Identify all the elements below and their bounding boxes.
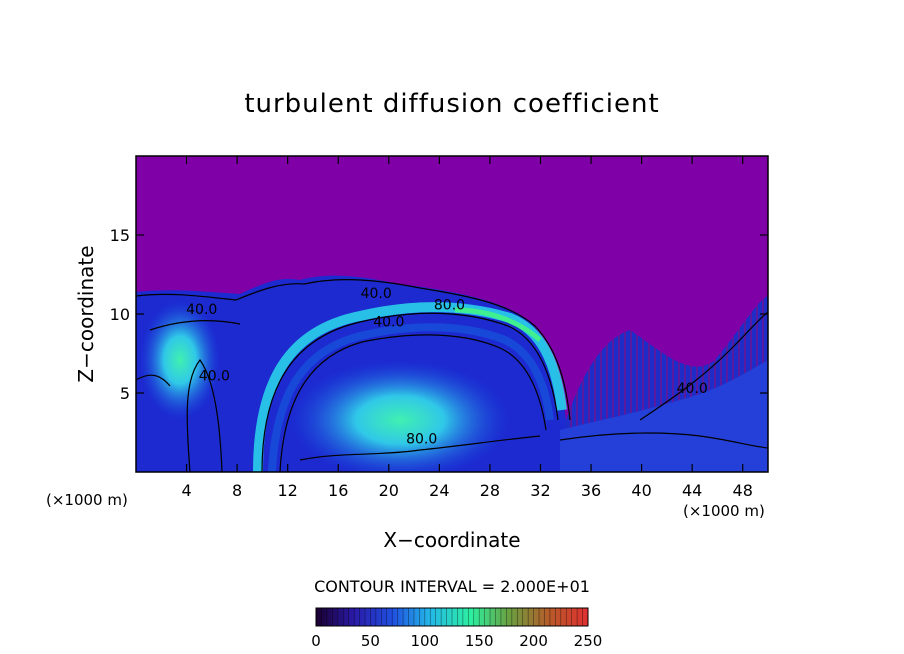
x-axis-label: X−coordinate xyxy=(383,528,520,552)
colorbar-bands xyxy=(315,608,589,626)
contour-line xyxy=(136,374,171,387)
y-axis: 5 10 15 xyxy=(110,226,768,403)
chart-title: turbulent diffusion coefficient xyxy=(244,89,659,119)
contour-label: 40.0 xyxy=(373,315,404,331)
contour-label: 40.0 xyxy=(361,286,392,302)
core-high-field xyxy=(290,360,510,472)
arc-band-green xyxy=(454,307,542,342)
contour-label: 80.0 xyxy=(434,297,465,313)
y-axis-label: Z−coordinate xyxy=(74,245,98,382)
x-tick-label: 36 xyxy=(581,481,601,500)
contour-label: 80.0 xyxy=(406,432,437,448)
contour-line xyxy=(136,279,571,421)
plot-area: 40.0 40.0 40.0 80.0 40.0 80.0 40.0 xyxy=(136,156,768,472)
colorbar-tick-label: 100 xyxy=(410,632,439,650)
contour-line xyxy=(149,320,241,331)
colorbar-tick-label: 200 xyxy=(519,632,548,650)
x-unit-right: (×1000 m) xyxy=(683,502,765,520)
contour-labels: 40.0 40.0 40.0 80.0 40.0 80.0 40.0 xyxy=(186,286,708,447)
arc-band-outer xyxy=(253,302,567,472)
x-tick-label: 24 xyxy=(429,481,449,500)
y-tick-label: 10 xyxy=(110,305,130,324)
colorbar-tick-label: 0 xyxy=(311,632,321,650)
contour-line xyxy=(279,334,547,472)
arc-band-inner xyxy=(268,323,554,472)
colorbar-ticks: 0 50 100 150 200 250 xyxy=(311,632,602,650)
x-tick-label: 16 xyxy=(328,481,348,500)
colorbar-tick-label: 150 xyxy=(465,632,494,650)
contour-line xyxy=(639,311,768,421)
right-low-field xyxy=(560,360,768,472)
x-tick-label: 8 xyxy=(232,481,242,500)
x-tick-label: 12 xyxy=(278,481,298,500)
contour-line xyxy=(299,435,541,461)
left-high-field xyxy=(140,300,220,420)
x-unit-left: (×1000 m) xyxy=(46,491,128,509)
contour-interval: CONTOUR INTERVAL = 2.000E+01 xyxy=(314,577,590,596)
x-tick-label: 40 xyxy=(631,481,651,500)
contour-label: 40.0 xyxy=(677,381,708,397)
x-tick-label: 44 xyxy=(682,481,702,500)
y-tick-label: 5 xyxy=(120,384,130,403)
contour-line xyxy=(261,312,559,472)
contour-line xyxy=(186,358,223,472)
contour-line xyxy=(559,432,768,449)
x-axis: 4 8 12 16 20 24 28 32 36 40 44 48 xyxy=(181,156,753,500)
colorbar-tick-label: 250 xyxy=(574,632,603,650)
colorbar-tick-label: 50 xyxy=(361,632,380,650)
x-tick-label: 48 xyxy=(733,481,753,500)
contour-label: 40.0 xyxy=(186,302,217,318)
x-tick-label: 4 xyxy=(181,481,191,500)
x-tick-label: 20 xyxy=(379,481,399,500)
x-tick-label: 28 xyxy=(480,481,500,500)
contour-label: 40.0 xyxy=(199,368,230,384)
x-tick-label: 32 xyxy=(530,481,550,500)
y-tick-label: 15 xyxy=(110,226,130,245)
